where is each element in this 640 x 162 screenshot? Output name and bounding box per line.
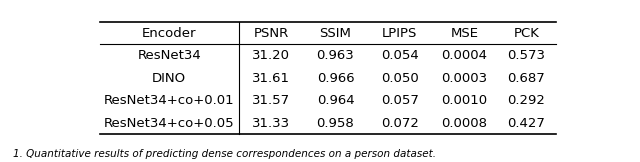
Text: 1. Quantitative results of predicting dense correspondences on a person dataset.: 1. Quantitative results of predicting de…: [13, 149, 436, 159]
